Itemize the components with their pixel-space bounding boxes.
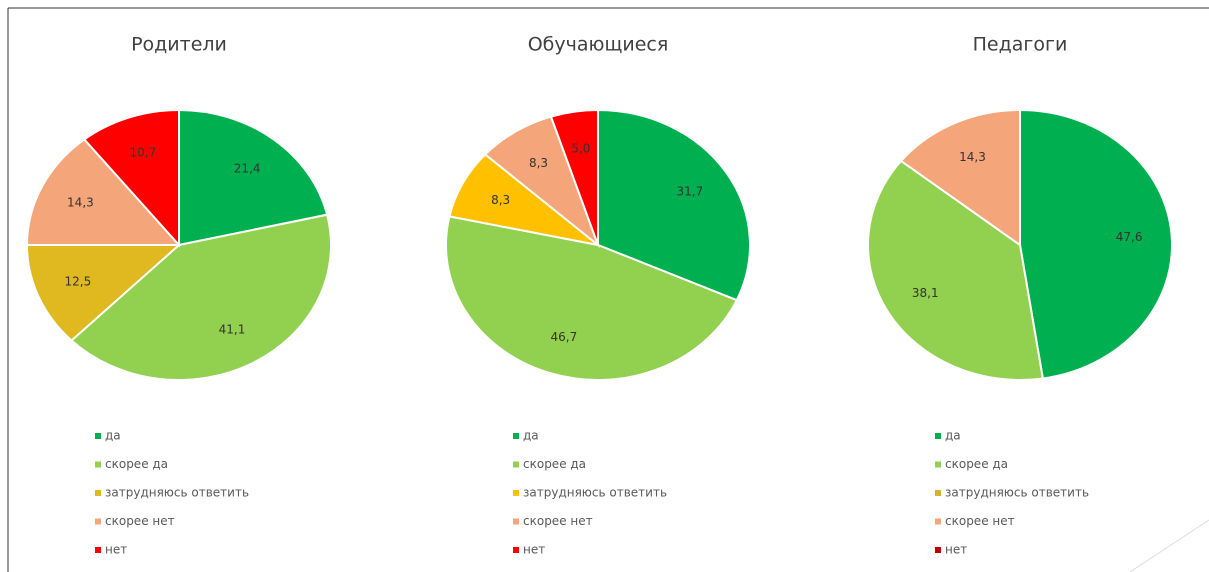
data-label: 5,0: [571, 141, 590, 155]
data-label: 31,7: [676, 185, 703, 199]
legend-label: нет: [105, 543, 127, 557]
legend-swatch: [935, 518, 941, 525]
pie-slice: [70, 213, 332, 381]
legend-label: скорее нет: [945, 514, 1015, 528]
legend-swatch: [935, 433, 941, 439]
legend-label: скорее да: [523, 457, 586, 471]
data-label: 41,1: [219, 323, 246, 337]
decor-line: [1129, 519, 1209, 572]
pie-slice: [178, 108, 329, 247]
legend-swatch: [95, 433, 101, 439]
legend-label: да: [945, 429, 961, 443]
pie-slice: [445, 215, 739, 381]
legend-swatch: [935, 547, 941, 553]
legend-swatch: [513, 433, 519, 439]
data-label: 8,3: [491, 193, 510, 207]
legend-swatch: [935, 461, 941, 468]
legend-label: да: [523, 429, 539, 443]
pie-slice: [25, 138, 182, 246]
chart-title: Обучающиеся: [528, 34, 669, 56]
data-label: 14,3: [67, 195, 94, 209]
chart-title: Родители: [131, 34, 227, 56]
legend-label: скорее нет: [523, 514, 593, 528]
data-label: 8,3: [529, 156, 548, 170]
pie-slice: [1019, 108, 1173, 380]
legend-swatch: [513, 461, 519, 468]
legend-swatch: [95, 490, 101, 496]
data-label: 47,6: [1116, 230, 1143, 244]
data-label: 14,3: [959, 150, 986, 164]
data-label: 38,1: [912, 286, 939, 300]
data-label: 46,7: [550, 330, 577, 344]
pie-slice: [82, 108, 180, 248]
pie-slice: [597, 108, 751, 302]
data-label: 21,4: [234, 161, 261, 175]
legend-swatch: [935, 490, 941, 496]
legend-label: затрудняюсь ответить: [105, 486, 249, 500]
chart-title: Педагоги: [973, 34, 1068, 56]
legend-swatch: [513, 518, 519, 525]
legend-label: нет: [945, 543, 967, 557]
legend-label: скорее нет: [105, 514, 175, 528]
legend-label: да: [105, 429, 121, 443]
legend-swatch: [95, 547, 101, 553]
legend-label: скорее да: [105, 457, 168, 471]
legend-swatch: [95, 461, 101, 468]
pie-slice: [549, 108, 599, 246]
pie-slice: [867, 159, 1044, 381]
legend-label: нет: [523, 543, 545, 557]
data-label: 10,7: [130, 146, 157, 160]
legend-label: затрудняюсь ответить: [945, 486, 1089, 500]
pie-slice: [899, 108, 1021, 247]
pie-slice: [25, 244, 182, 342]
legend-swatch: [95, 518, 101, 525]
legend-swatch: [513, 490, 519, 496]
legend-label: скорее да: [945, 457, 1008, 471]
legend-label: затрудняюсь ответить: [523, 486, 667, 500]
data-label: 12,5: [65, 275, 92, 289]
legend-swatch: [513, 547, 519, 553]
